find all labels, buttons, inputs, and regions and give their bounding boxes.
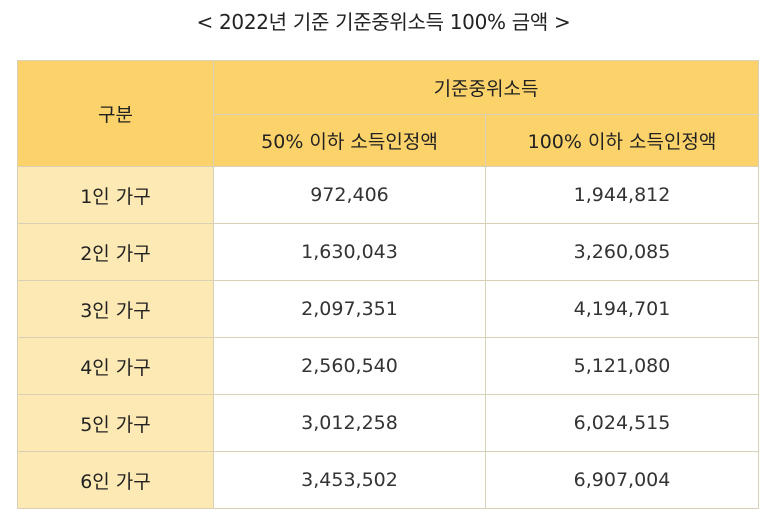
row-label: 5인 가구 (17, 394, 214, 452)
value-100-percent: 6,907,004 (484, 451, 760, 509)
value-100-percent: 3,260,085 (484, 223, 760, 281)
table-row: 4인 가구 2,560,540 5,121,080 (17, 337, 760, 395)
table-subheader-row: 50% 이하 소득인정액 100% 이하 소득인정액 (18, 114, 760, 167)
header-category: 구분 (17, 60, 214, 167)
value-50-percent: 2,560,540 (213, 337, 486, 395)
value-100-percent: 5,121,080 (484, 337, 760, 395)
header-50-percent: 50% 이하 소득인정액 (213, 114, 486, 167)
row-label: 1인 가구 (17, 166, 214, 224)
header-100-percent: 100% 이하 소득인정액 (484, 114, 760, 167)
row-label: 2인 가구 (17, 223, 214, 281)
value-100-percent: 1,944,812 (484, 166, 760, 224)
row-label: 3인 가구 (17, 280, 214, 338)
table-row: 6인 가구 3,453,502 6,907,004 (17, 451, 760, 509)
value-50-percent: 3,453,502 (213, 451, 486, 509)
header-group: 기준중위소득 (212, 60, 760, 115)
row-label: 6인 가구 (17, 451, 214, 509)
value-50-percent: 2,097,351 (213, 280, 486, 338)
value-50-percent: 1,630,043 (213, 223, 486, 281)
table-row: 5인 가구 3,012,258 6,024,515 (17, 394, 760, 452)
value-100-percent: 6,024,515 (484, 394, 760, 452)
page-title: < 2022년 기준 기준중위소득 100% 금액 > (196, 10, 571, 34)
table-row: 1인 가구 972,406 1,944,812 (17, 166, 760, 224)
row-label: 4인 가구 (17, 337, 214, 395)
value-50-percent: 3,012,258 (213, 394, 486, 452)
value-50-percent: 972,406 (213, 166, 486, 224)
median-income-table: 구분 기준중위소득 50% 이하 소득인정액 100% 이하 소득인정액 1인 … (17, 60, 760, 509)
value-100-percent: 4,194,701 (484, 280, 760, 338)
table-header-row: 구분 기준중위소득 (17, 60, 760, 167)
table-row: 2인 가구 1,630,043 3,260,085 (17, 223, 760, 281)
table-row: 3인 가구 2,097,351 4,194,701 (17, 280, 760, 338)
